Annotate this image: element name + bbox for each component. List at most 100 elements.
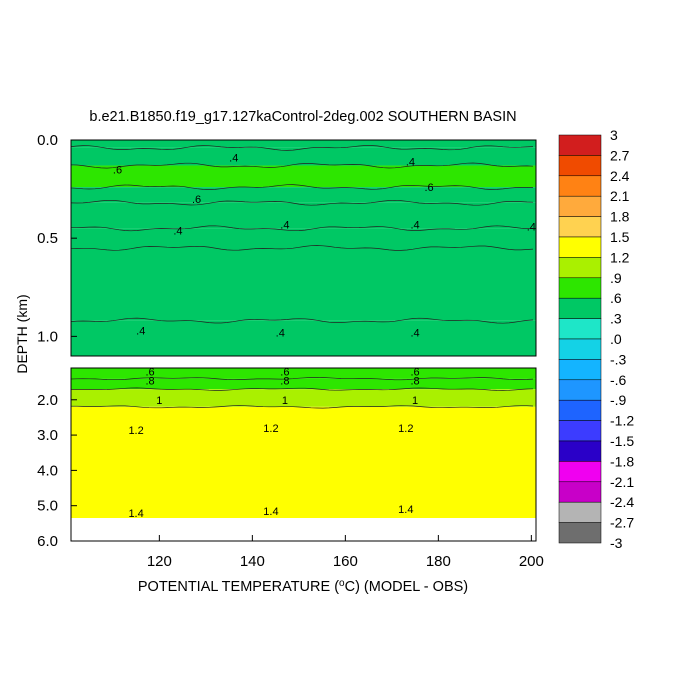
- lower-panel-frame: [70, 367, 537, 542]
- contour-band: [71, 165, 536, 188]
- contour-line: [70, 145, 534, 151]
- contour-label: 1.2: [398, 423, 413, 435]
- contour-label: .8: [280, 375, 289, 387]
- colorbar-label: -.3: [610, 351, 627, 367]
- lower-contour-lines: [70, 376, 534, 409]
- colorbar-label: -.6: [610, 372, 627, 388]
- y-tick-label: 2.0: [37, 392, 58, 409]
- contour-label: .6: [280, 367, 289, 379]
- x-tick-label: 160: [333, 553, 358, 570]
- contour-label: 1: [412, 395, 418, 407]
- contour-label: 1: [156, 395, 162, 407]
- colorbar-swatch: [558, 461, 602, 483]
- colorbar-swatch: [558, 277, 602, 299]
- colorbar-label: 1.8: [610, 209, 630, 225]
- colorbar-swatch: [558, 236, 602, 258]
- contour-label: .6: [192, 194, 201, 206]
- colorbar-swatch: [558, 297, 602, 319]
- colorbar-label: -1.5: [610, 433, 634, 449]
- y-axis-label: DEPTH (km): [14, 294, 30, 373]
- x-axis-label-post: C) (MODEL - OBS): [345, 579, 469, 595]
- contour-label: 1.4: [128, 508, 143, 520]
- lower-bands: [71, 368, 536, 541]
- contour-band: [71, 378, 536, 390]
- contour-label: .4: [280, 219, 289, 231]
- colorbar-swatch: [558, 379, 602, 401]
- colorbar-label: .3: [610, 311, 622, 327]
- contour-line: [70, 317, 534, 324]
- x-tick-label: 180: [426, 553, 451, 570]
- x-tick-label: 120: [147, 553, 172, 570]
- y-tick-label: 0.5: [37, 230, 58, 247]
- upper-panel-frame: [70, 139, 537, 357]
- contour-line: [70, 199, 534, 206]
- contour-label: .4: [406, 157, 415, 169]
- colorbar-swatch: [558, 522, 602, 544]
- x-tick-label: 140: [240, 553, 265, 570]
- contour-line: [70, 225, 533, 232]
- contour-label: 1.4: [398, 504, 413, 516]
- contour-label: 1.4: [263, 506, 278, 518]
- contour-label: 1.2: [128, 425, 143, 437]
- contour-band: [71, 389, 536, 407]
- colorbar-label: -2.4: [610, 494, 634, 510]
- contour-band: [71, 140, 536, 148]
- contour-label: .4: [229, 153, 238, 165]
- x-axis-label-sup: o: [339, 578, 345, 589]
- y-tick-label: 1.0: [37, 328, 58, 345]
- colorbar-label: .6: [610, 290, 622, 306]
- colorbar-label: -1.2: [610, 413, 634, 429]
- contour-band: [71, 228, 536, 248]
- lower-panel: .6.6.6.8.8.81 1 11.2 1.2 1.21.4 1.4 1.4: [70, 367, 537, 542]
- colorbar-swatch: [558, 257, 602, 279]
- colorbar-label: -2.1: [610, 474, 634, 490]
- y-tick-label: 4.0: [37, 462, 58, 479]
- colorbar-swatch: [558, 216, 602, 238]
- contour-line: [70, 162, 534, 169]
- x-axis: 120 140 160 180 200: [147, 535, 544, 570]
- colorbar-label: -3: [610, 535, 623, 551]
- colorbar-swatch: [558, 338, 602, 360]
- colorbar-swatch: [558, 359, 602, 381]
- upper-panel: .6 .4 .4 .6 .6 .4 .4 .4 .4 .4 .4 .4: [70, 139, 537, 357]
- contour-band: [71, 406, 536, 519]
- contour-label: .4: [411, 327, 420, 339]
- x-tick-label: 200: [519, 553, 544, 570]
- colorbar-label: -1.8: [610, 453, 634, 469]
- x-axis-label: POTENTIAL TEMPERATURE (oC) (MODEL - OBS): [138, 578, 468, 595]
- colorbar-swatch: [558, 501, 602, 523]
- colorbar-swatch: [558, 440, 602, 462]
- contour-band: [71, 202, 536, 229]
- contour-label: .8: [411, 375, 420, 387]
- contour-label: .6: [411, 367, 420, 379]
- y-tick-label: 0.0: [37, 132, 58, 149]
- colorbar-label: -2.7: [610, 515, 634, 531]
- colorbar-swatch: [558, 195, 602, 217]
- upper-bands: [71, 140, 536, 356]
- x-axis-label-pre: POTENTIAL TEMPERATURE (: [138, 579, 339, 595]
- upper-contour-labels: .6 .4 .4 .6 .6 .4 .4 .4 .4 .4 .4 .4: [113, 153, 536, 340]
- contour-label: .4: [136, 325, 145, 337]
- colorbar-label: 3: [610, 127, 618, 143]
- contour-band: [71, 248, 536, 321]
- contour-label: .4: [276, 327, 285, 339]
- colorbar-swatch: [558, 134, 602, 156]
- no-data-region: [71, 518, 536, 541]
- upper-contour-lines: [70, 145, 534, 324]
- chart-title: b.e21.B1850.f19_g17.127kaControl-2deg.00…: [89, 109, 516, 125]
- colorbar-swatch: [558, 318, 602, 340]
- colorbar-swatch: [558, 399, 602, 421]
- y-tick-label: 3.0: [37, 427, 58, 444]
- y-tick-label: 6.0: [37, 533, 58, 550]
- contour-line: [70, 245, 534, 251]
- colorbar-label: 1.2: [610, 249, 630, 265]
- colorbar-swatch: [558, 420, 602, 442]
- contour-label: .4: [173, 225, 182, 237]
- contour-label: .6: [145, 367, 154, 379]
- contour-label: .6: [424, 182, 433, 194]
- colorbar-label: 1.5: [610, 229, 630, 245]
- colorbar-swatch: [558, 155, 602, 177]
- contour-line: [70, 376, 534, 381]
- contour-label: 1.2: [263, 423, 278, 435]
